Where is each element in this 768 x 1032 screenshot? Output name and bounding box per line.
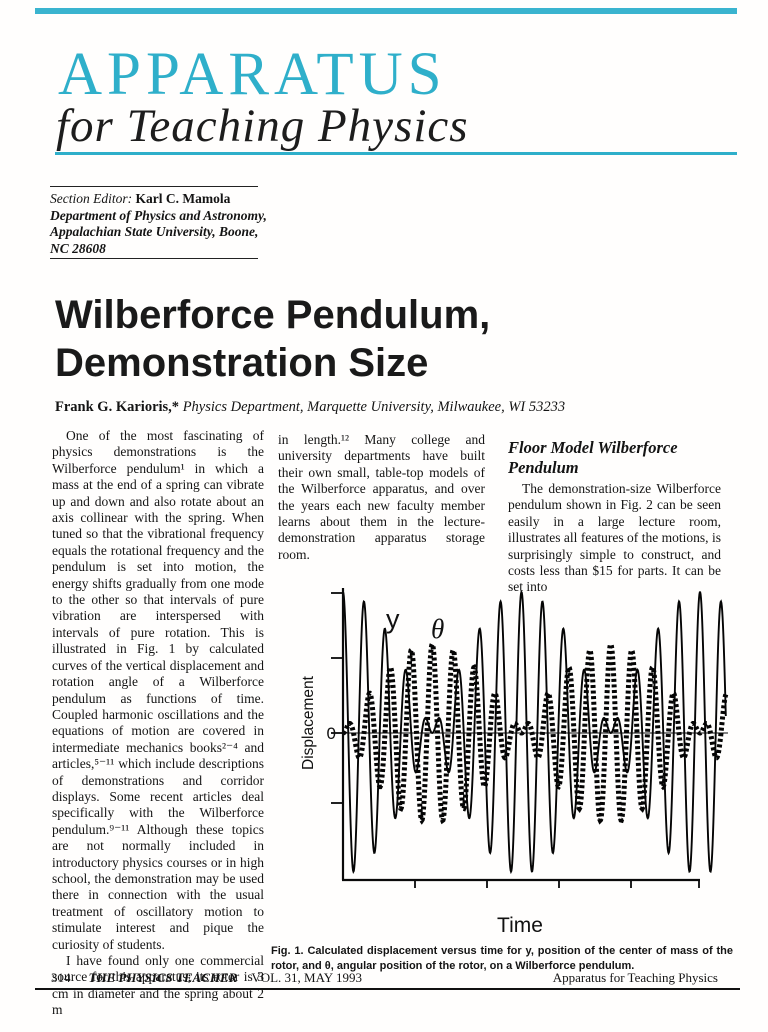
section-editor-label: Section Editor: xyxy=(50,191,136,206)
editor-affiliation-line3: NC 28608 xyxy=(50,240,106,256)
editor-box-rule-bottom xyxy=(50,258,258,259)
body-column-2: in length.¹² Many college and university… xyxy=(278,432,485,563)
footer-rule xyxy=(35,988,740,990)
paragraph: One of the most fascinating of physics d… xyxy=(52,428,264,952)
editor-box-rule-top xyxy=(50,186,258,187)
section-editor-box: Section Editor: Karl C. Mamola Departmen… xyxy=(50,191,280,257)
footer-left: 314 THE PHYSICS TEACHER VOL. 31, MAY 1993 xyxy=(51,970,362,986)
footer-right: Apparatus for Teaching Physics xyxy=(552,970,718,985)
paragraph: The demonstration-size Wilberforce pendu… xyxy=(508,481,721,595)
body-column-3: Floor Model Wilberforce Pendulum The dem… xyxy=(508,438,721,596)
footer-journal-name: THE PHYSICS TEACHER xyxy=(88,970,238,985)
body-column-1: One of the most fascinating of physics d… xyxy=(52,428,264,1019)
article-title-line1: Wilberforce Pendulum, xyxy=(55,293,491,337)
author-line: Frank G. Karioris,* Physics Department, … xyxy=(55,399,715,416)
paragraph: in length.¹² Many college and university… xyxy=(278,432,485,562)
theta-series-label: θ xyxy=(431,614,444,644)
y-displacement-curve xyxy=(342,590,727,875)
figure-1-chart: 0 y θ Time Displacement xyxy=(300,588,729,937)
section-heading: Floor Model Wilberforce Pendulum xyxy=(508,438,678,477)
masthead-subtitle: for Teaching Physics xyxy=(56,100,469,152)
masthead-title: APPARATUS xyxy=(58,41,447,108)
x-axis-label: Time xyxy=(497,914,543,937)
article-title-line2: Demonstration Size xyxy=(55,341,429,385)
y-series-label: y xyxy=(386,604,400,634)
section-editor-line: Section Editor: Karl C. Mamola xyxy=(50,191,280,208)
author-affiliation: Physics Department, Marquette University… xyxy=(179,399,566,415)
masthead-rule xyxy=(55,152,737,155)
footer-volume: VOL. 31, MAY 1993 xyxy=(251,970,362,985)
figure-1-caption: Fig. 1. Calculated displacement versus t… xyxy=(271,945,733,972)
editor-affiliation-line1: Department of Physics and Astronomy, xyxy=(50,207,267,223)
masthead-top-bar xyxy=(35,8,737,14)
y-axis-label: Displacement xyxy=(300,675,317,770)
author-name: Frank G. Karioris,* xyxy=(55,399,180,415)
footer-page-number: 314 xyxy=(51,970,71,985)
theta-curve xyxy=(342,639,729,825)
y-axis-ticks xyxy=(331,592,343,804)
section-editor-name: Karl C. Mamola xyxy=(135,191,231,206)
editor-affiliation-line2: Appalachian State University, Boone, xyxy=(50,224,259,239)
x-axis-ticks xyxy=(414,880,700,888)
zero-tick-label: 0 xyxy=(327,724,336,743)
